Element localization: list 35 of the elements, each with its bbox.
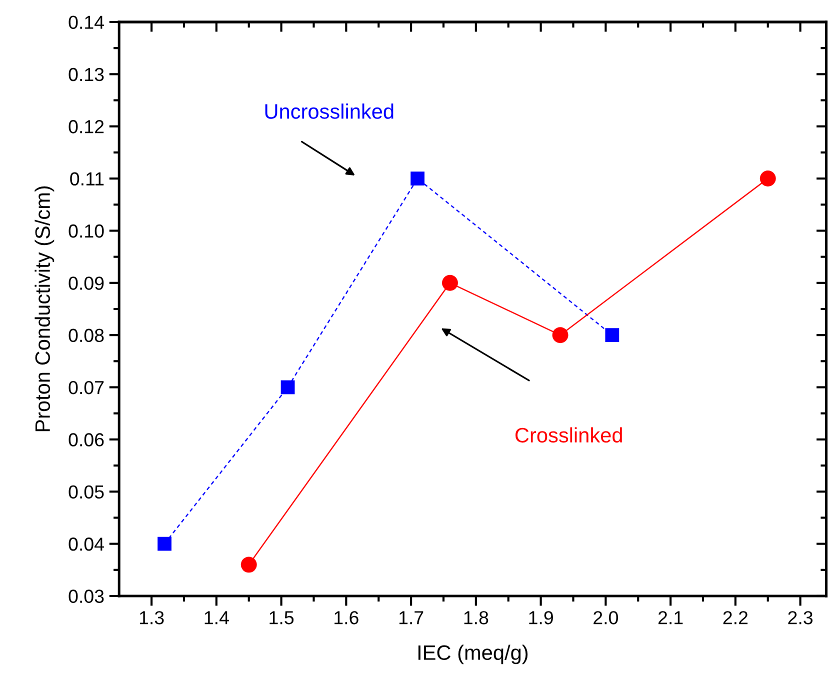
point — [552, 327, 568, 344]
x-tick-label: 2.3 — [788, 611, 813, 624]
x-tick-label: 1.6 — [334, 611, 358, 624]
x-tick-label: 1.3 — [140, 611, 164, 624]
y-tick-label: 0.09 — [68, 276, 104, 290]
y-tick-label: 0.11 — [70, 172, 104, 186]
y-tick-label: 0.03 — [68, 590, 104, 603]
x-tick-label: 1.8 — [464, 611, 488, 624]
annotation: Crosslinked — [516, 427, 622, 443]
x-tick-label: 2.1 — [658, 611, 683, 624]
y-tick-label: 0.08 — [68, 328, 104, 342]
x-tick-label: 1.5 — [270, 611, 294, 624]
x-axis-title: IEC (meq/g) — [418, 644, 528, 664]
y-tick-label: 0.14 — [68, 16, 104, 29]
y-tick-label: 0.13 — [68, 68, 104, 82]
y-tick-label: 0.05 — [68, 485, 104, 499]
y-tick-label: 0.07 — [68, 380, 104, 394]
x-tick-label: 1.9 — [529, 611, 553, 624]
point — [605, 328, 620, 342]
y-tick-label: 0.10 — [68, 224, 104, 238]
x-tick-label: 1.4 — [204, 611, 229, 624]
x-tick-label: 1.7 — [399, 611, 424, 624]
y-tick-label: 0.04 — [68, 538, 104, 551]
point — [280, 380, 295, 394]
y-tick-label: 0.12 — [68, 120, 104, 134]
x-tick-label: 2.0 — [594, 611, 618, 624]
point — [158, 536, 172, 551]
point — [240, 556, 257, 573]
annotation: Uncrosslinked — [265, 104, 394, 119]
y-tick-label: 0.06 — [68, 433, 104, 446]
point — [760, 170, 776, 187]
y-axis-title: Proton Conductivity (S/cm) — [34, 186, 54, 432]
point — [410, 172, 424, 186]
x-tick-label: 2.2 — [723, 611, 748, 624]
point — [442, 274, 458, 291]
